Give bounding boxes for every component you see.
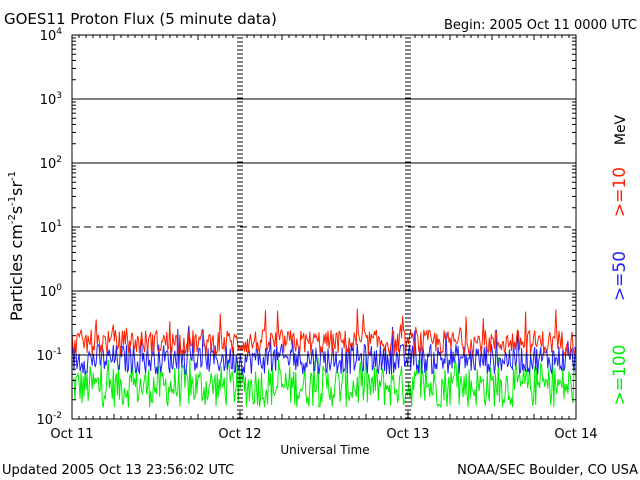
y-tick-label: 102	[40, 155, 62, 172]
legend-unit: MeV	[613, 114, 629, 145]
x-tick-labels: Oct 11 Oct 12 Oct 13 Oct 14	[50, 427, 597, 442]
x-tick-label: Oct 13	[386, 427, 429, 442]
begin-time: Begin: 2005 Oct 11 0000 UTC	[444, 18, 637, 33]
updated-time: Updated 2005 Oct 13 23:56:02 UTC	[2, 463, 234, 478]
y-tick-label: 103	[40, 91, 62, 108]
series-line-1	[71, 325, 577, 375]
credit: NOAA/SEC Boulder, CO USA	[457, 463, 638, 478]
series-layer	[71, 308, 577, 408]
y-tick-label: 101	[40, 219, 62, 236]
series-line-0	[71, 308, 577, 357]
y-axis-label: Particles cm-2s-1sr-1	[7, 171, 26, 321]
legend-item-ge100: >=100	[610, 345, 630, 406]
y-tick-labels: 10-2 10-1 100 101 102 103 104	[36, 27, 62, 428]
y-tick-label: 10-1	[36, 347, 62, 364]
legend-item-ge50: >=50	[610, 251, 630, 301]
x-tick-label: Oct 11	[50, 427, 93, 442]
y-tick-label: 104	[40, 27, 63, 44]
grid-layer	[71, 34, 577, 420]
plot-frame	[71, 34, 577, 420]
y-tick-label: 100	[40, 283, 63, 300]
x-axis-label: Universal Time	[280, 443, 369, 457]
chart-title: GOES11 Proton Flux (5 minute data)	[4, 10, 277, 28]
series-line-2	[71, 354, 577, 408]
y-tick-label: 10-2	[36, 411, 62, 428]
x-tick-label: Oct 12	[218, 427, 261, 442]
x-tick-label: Oct 14	[554, 427, 597, 442]
legend-item-ge10: >=10	[610, 167, 630, 217]
